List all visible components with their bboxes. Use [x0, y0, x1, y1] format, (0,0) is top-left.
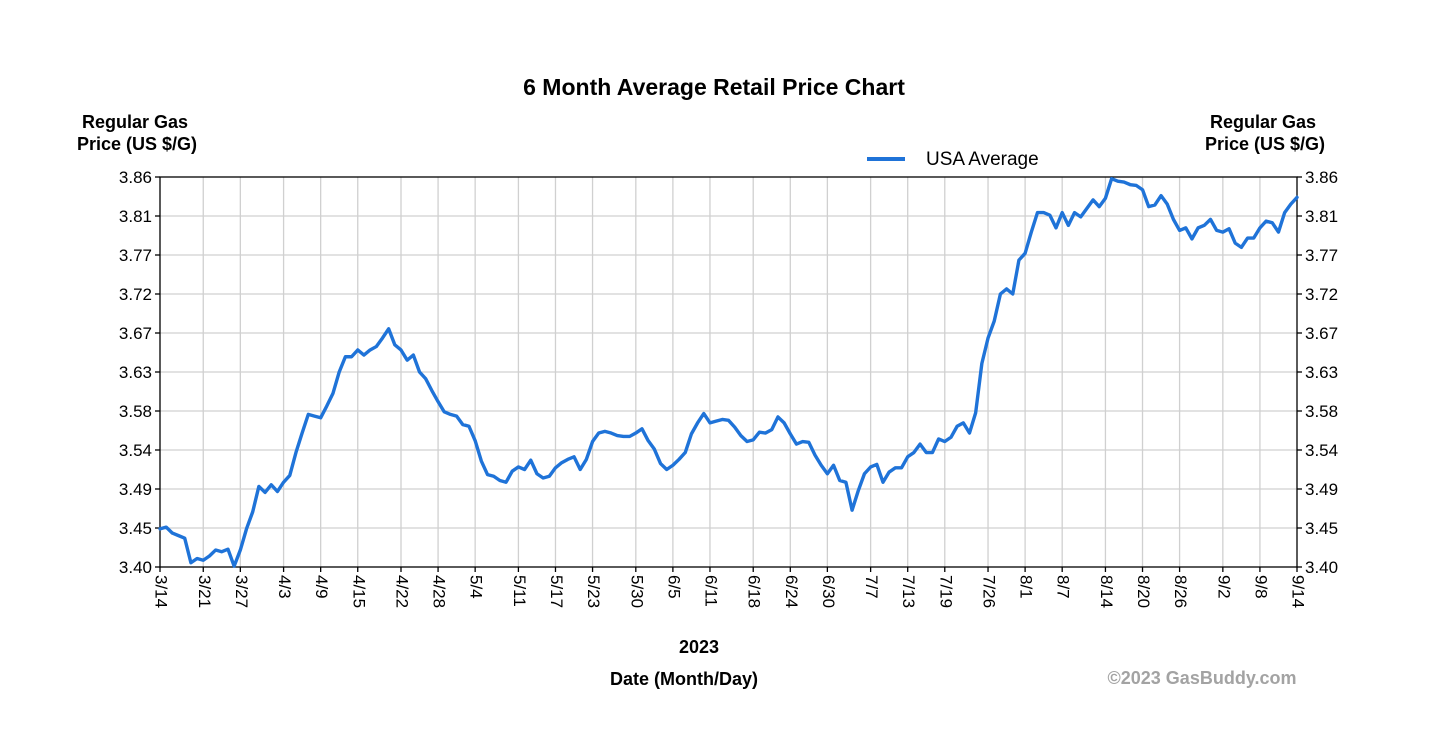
legend: USA Average: [867, 149, 1039, 170]
y-tick-label-right: 3.63: [1305, 363, 1338, 382]
legend-label-usa-average: USA Average: [926, 149, 1039, 170]
y-tick-label-right: 3.67: [1305, 324, 1338, 343]
x-tick-label: 8/20: [1134, 575, 1153, 608]
x-tick-label: 3/21: [195, 575, 214, 608]
y-tick-label-right: 3.45: [1305, 519, 1338, 538]
x-tick-label: 8/7: [1054, 575, 1073, 599]
x-tick-label: 6/24: [782, 575, 801, 608]
y-tick-label-left: 3.77: [119, 246, 152, 265]
plot-area-border: [159, 176, 1298, 568]
x-axis-year: 2023: [679, 637, 719, 657]
grid: [160, 177, 1297, 567]
y-axis-right: 3.40 3.45 3.49 3.54 3.58 3.63 3.67 3.72 3.77 3.81…: [1297, 168, 1338, 577]
x-tick-label: 6/30: [819, 575, 838, 608]
chart-title: 6 Month Average Retail Price Chart: [523, 74, 905, 100]
x-tick-label: 5/4: [467, 575, 486, 599]
x-tick-label: 6/11: [701, 575, 720, 607]
y-tick-label-right: 3.77: [1305, 246, 1338, 265]
y-tick-label-left: 3.54: [119, 441, 152, 460]
x-tick-label: 5/30: [627, 575, 646, 608]
x-tick-label: 8/14: [1097, 575, 1116, 608]
x-tick-label: 4/22: [393, 575, 412, 608]
y-tick-label-left: 3.40: [119, 558, 152, 577]
y-tick-label-right: 3.72: [1305, 285, 1338, 304]
y-tick-label-left: 3.49: [119, 480, 152, 499]
y-tick-label-left: 3.58: [119, 402, 152, 421]
series-line-usa-average: [158, 177, 1299, 568]
x-tick-label: 9/14: [1289, 575, 1308, 608]
left-axis-title-line1: Regular Gas: [82, 112, 188, 132]
x-tick-label: 4/9: [312, 575, 331, 599]
y-tick-label-left: 3.45: [119, 519, 152, 538]
x-tick-label: 9/2: [1214, 575, 1233, 599]
y-tick-label-right: 3.54: [1305, 441, 1338, 460]
right-axis-title-line1: Regular Gas: [1210, 112, 1316, 132]
y-tick-label-right: 3.58: [1305, 402, 1338, 421]
x-axis-title: Date (Month/Day): [610, 669, 758, 689]
y-tick-label-left: 3.86: [119, 168, 152, 187]
x-tick-label: 8/1: [1017, 575, 1036, 599]
x-tick-label: 6/5: [664, 575, 683, 599]
x-tick-label: 8/26: [1171, 575, 1190, 608]
x-tick-label: 9/8: [1251, 575, 1270, 599]
x-tick-label: 4/3: [275, 575, 294, 599]
y-tick-label-left: 3.81: [119, 207, 152, 226]
x-tick-label: 5/17: [547, 575, 566, 608]
left-axis-title-line2: Price (US $/G): [77, 134, 197, 154]
y-tick-label-right: 3.40: [1305, 558, 1338, 577]
x-tick-label: 4/28: [430, 575, 449, 608]
x-tick-label: 5/23: [584, 575, 603, 608]
x-tick-label: 3/27: [232, 575, 251, 608]
y-tick-label-right: 3.49: [1305, 480, 1338, 499]
right-axis-title-line2: Price (US $/G): [1205, 134, 1325, 154]
x-tick-label: 7/7: [862, 575, 881, 599]
y-tick-label-right: 3.81: [1305, 207, 1338, 226]
y-tick-label-left: 3.63: [119, 363, 152, 382]
x-axis: 3/14 3/21 3/27 4/3 4/9 4/15 4/22 4/28 5/4 5/11 5/1…: [152, 567, 1308, 608]
y-tick-label-left: 3.67: [119, 324, 152, 343]
y-tick-label-right: 3.86: [1305, 168, 1338, 187]
credit-text: ©2023 GasBuddy.com: [1108, 668, 1297, 688]
x-tick-label: 7/26: [980, 575, 999, 608]
x-tick-label: 7/19: [936, 575, 955, 608]
x-tick-label: 7/13: [899, 575, 918, 608]
x-tick-label: 4/15: [349, 575, 368, 608]
x-tick-label: 6/18: [745, 575, 764, 608]
x-tick-label: 5/11: [510, 575, 529, 607]
x-tick-label: 3/14: [152, 575, 171, 608]
y-axis-left: 3.40 3.45 3.49 3.54 3.58 3.63 3.67 3.72 3.77 3.81…: [119, 168, 160, 577]
y-tick-label-left: 3.72: [119, 285, 152, 304]
